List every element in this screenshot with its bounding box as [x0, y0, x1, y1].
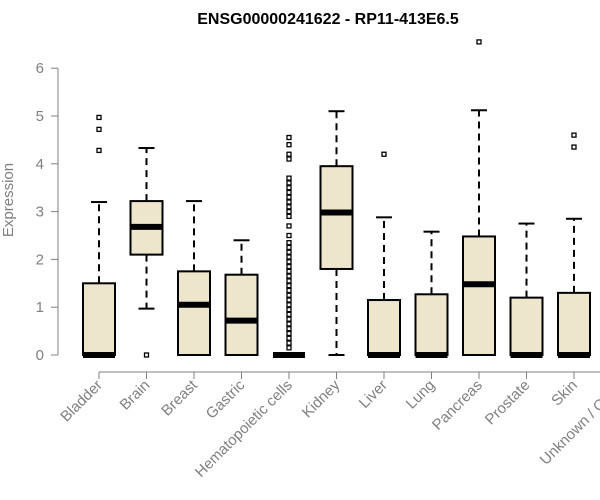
outlier-point: [286, 180, 292, 186]
outlier-point: [286, 189, 292, 196]
outlier-point: [286, 316, 292, 322]
box: [319, 165, 354, 270]
outlier-point: [286, 340, 292, 346]
outlier-point: [571, 132, 577, 138]
x-tick-label: Breast: [158, 376, 201, 419]
x-tick-label: Lung: [403, 377, 439, 413]
x-tick-label: Skin: [548, 377, 581, 410]
outlier-point: [286, 330, 292, 337]
x-tick-label: Gastric: [203, 376, 249, 422]
outlier-point: [286, 232, 292, 239]
outlier-point: [286, 175, 292, 181]
y-tick-label: 5: [36, 108, 44, 125]
outlier-point: [286, 194, 292, 200]
outlier-point: [286, 306, 292, 313]
y-tick-label: 1: [36, 299, 44, 316]
box-group: [82, 114, 116, 358]
outlier-point: [286, 249, 292, 255]
outlier-point: [286, 259, 292, 265]
plot-area: [82, 39, 591, 358]
y-tick-label: 2: [36, 251, 44, 268]
outlier-point: [571, 144, 577, 150]
box: [82, 282, 116, 356]
x-tick-label: Brain: [117, 377, 154, 414]
x-tick-label: Prostate: [482, 377, 534, 429]
y-tick-label: 6: [36, 60, 44, 77]
outlier-point: [381, 151, 387, 157]
outlier-point: [286, 345, 292, 351]
y-tick-label: 3: [36, 204, 44, 221]
outlier-point: [96, 147, 102, 154]
outlier-point: [286, 326, 292, 332]
box-group: [177, 200, 211, 357]
outlier-point: [286, 240, 292, 246]
x-tick-label: Liver: [356, 377, 391, 412]
outlier-point: [286, 254, 292, 260]
outlier-point: [286, 223, 292, 229]
box-group: [367, 151, 401, 358]
outlier-point: [286, 142, 292, 148]
y-axis: 0 1 2 3 4 5 6: [36, 60, 59, 364]
box-group: [273, 134, 305, 358]
outlier-point: [96, 114, 102, 121]
box-group: [129, 147, 164, 358]
box: [509, 296, 544, 357]
box-group: [414, 230, 449, 358]
box: [224, 273, 259, 357]
outlier-point: [286, 244, 292, 251]
outlier-point: [96, 126, 102, 133]
outlier-point: [286, 213, 292, 220]
y-axis-label: Expression: [0, 163, 17, 237]
box-group: [462, 39, 496, 356]
outlier-point: [286, 199, 292, 205]
chart-title: ENSG00000241622 - RP11-413E6.5: [197, 11, 459, 28]
box: [177, 270, 211, 357]
outlier-point: [286, 321, 292, 327]
outlier-point: [143, 352, 150, 358]
outlier-point: [476, 39, 482, 45]
box: [462, 235, 496, 356]
box: [414, 293, 449, 357]
outlier-point: [286, 204, 292, 210]
outlier-point: [286, 151, 292, 157]
outlier-point: [286, 273, 292, 279]
outlier-point: [286, 292, 292, 298]
x-tick-label: Kidney: [299, 376, 344, 421]
box-group: [224, 239, 259, 357]
outlier-point: [286, 263, 292, 270]
outlier-point: [286, 335, 292, 341]
outlier-point: [286, 156, 292, 162]
outlier-point: [286, 283, 292, 289]
outlier-point: [286, 297, 292, 303]
outlier-point: [286, 278, 292, 284]
outlier-point: [286, 185, 292, 191]
box: [557, 291, 591, 356]
box: [367, 299, 401, 356]
outlier-point: [286, 134, 292, 141]
y-tick-label: 4: [36, 156, 44, 173]
box-group: [319, 110, 354, 356]
x-tick-label: Bladder: [57, 377, 106, 426]
outlier-point: [286, 287, 292, 294]
outlier-point: [286, 208, 292, 215]
box-group: [509, 222, 544, 358]
x-tick-label: Pancreas: [429, 377, 486, 434]
y-tick-label: 0: [36, 347, 44, 364]
outlier-point: [286, 311, 292, 318]
box-group: [557, 132, 591, 358]
outlier-point: [286, 302, 292, 308]
outlier-point: [286, 268, 292, 275]
